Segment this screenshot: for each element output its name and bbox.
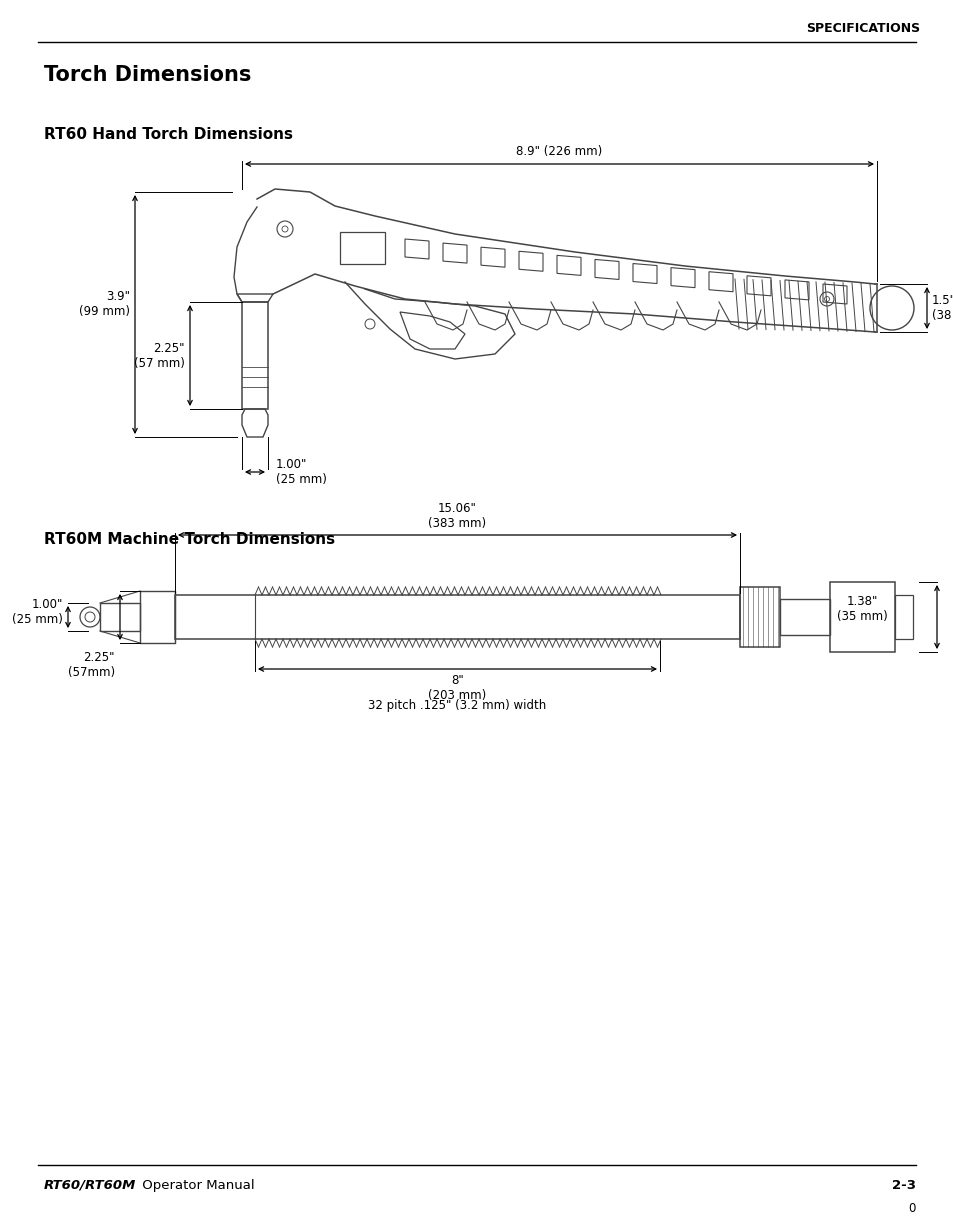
Text: 2-3: 2-3 [891, 1179, 915, 1191]
Bar [780, 599, 829, 636]
Bar [174, 595, 740, 639]
Text: 3.9"
(99 mm): 3.9" (99 mm) [79, 291, 130, 319]
Text: Operator Manual: Operator Manual [138, 1179, 254, 1191]
Bar [242, 302, 268, 409]
Text: 8.9" (226 mm): 8.9" (226 mm) [516, 145, 602, 158]
Text: 0: 0 [907, 1202, 915, 1215]
Text: 1.00"
(25 mm): 1.00" (25 mm) [12, 598, 63, 626]
Text: SPECIFICATIONS: SPECIFICATIONS [805, 22, 919, 36]
Text: RT60M Machine Torch Dimensions: RT60M Machine Torch Dimensions [44, 533, 335, 547]
Text: 8"
(203 mm): 8" (203 mm) [428, 674, 486, 702]
Bar [140, 591, 174, 643]
Text: 15.06"
(383 mm): 15.06" (383 mm) [428, 502, 486, 530]
Text: 1.5"
(38 mm): 1.5" (38 mm) [931, 294, 953, 321]
Text: RT60/RT60M: RT60/RT60M [44, 1179, 136, 1191]
Text: 1.00"
(25 mm): 1.00" (25 mm) [275, 458, 327, 486]
Text: Torch Dimensions: Torch Dimensions [44, 65, 251, 85]
Text: 32 pitch .125" (3.2 mm) width: 32 pitch .125" (3.2 mm) width [368, 699, 546, 712]
Bar [740, 587, 780, 647]
Bar [894, 595, 912, 639]
Text: RT60 Hand Torch Dimensions: RT60 Hand Torch Dimensions [44, 128, 293, 142]
Bar [339, 232, 385, 264]
Text: 2.25"
(57 mm): 2.25" (57 mm) [134, 341, 185, 369]
Text: 1.38"
(35 mm): 1.38" (35 mm) [836, 595, 887, 623]
Bar [829, 582, 894, 652]
Bar [100, 602, 140, 631]
Text: 2.25"
(57mm): 2.25" (57mm) [68, 652, 115, 679]
